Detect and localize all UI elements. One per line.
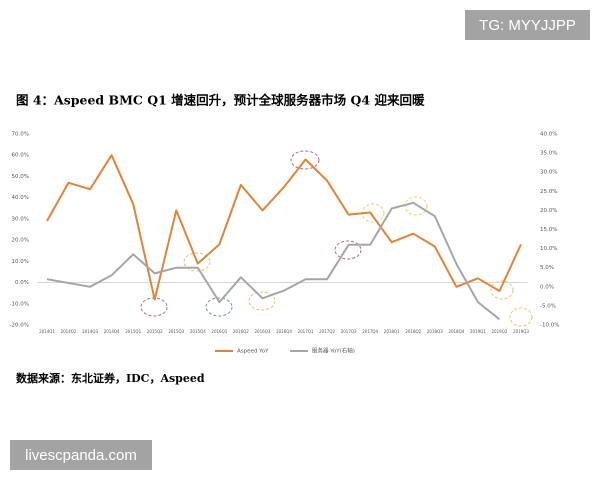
x-tick-label: 2016Q2 [233,329,249,334]
y-tick-label: -10.0% [10,301,29,307]
y-tick-label: -20.0% [10,323,29,329]
y-tick-label: 50.0% [12,174,29,180]
x-tick-label: 2014Q1 [39,329,55,334]
watermark: TG: MYYJJPP [465,10,590,40]
y2-tick-label: 30.0% [540,170,557,176]
x-tick-label: 2019Q2 [492,329,508,334]
circle [509,307,533,327]
x-tick-label: 2014Q4 [104,329,120,334]
watermark: livescpanda.com [10,440,152,470]
legend-label: 服务器 YoY(右轴) [312,347,355,355]
x-tick-label: 2015Q3 [168,329,184,334]
chart-title: 图 4：Aspeed BMC Q1 增速回升，预计全球服务器市场 Q4 迎来回暖 [16,93,425,108]
y-tick-label: 60.0% [12,153,29,159]
y-tick-label: 70.0% [12,132,29,138]
y2-tick-label: 40.0% [540,132,557,138]
y-tick-label: 0.0% [15,280,29,286]
circle [334,240,362,260]
circle [490,280,514,300]
y-tick-label: 30.0% [12,216,29,222]
x-tick-label: 2018Q4 [448,329,464,334]
circle [140,297,168,317]
y2-tick-label: -10.0% [540,323,559,329]
series-line [46,154,522,301]
y2-tick-label: 5.0% [540,265,554,271]
x-tick-label: 2015Q1 [125,329,141,334]
x-tick-label: 2017Q2 [319,329,335,334]
x-tick-label: 2018Q2 [405,329,421,334]
highlight-circles [140,150,533,327]
y2-tick-label: 0.0% [540,284,554,290]
y2-tick-label: 15.0% [540,227,557,233]
x-tick-label: 2017Q4 [362,329,378,334]
circle [404,196,428,216]
x-tick-label: 2016Q1 [211,329,227,334]
circle [205,297,233,317]
y2-tick-label: 10.0% [540,246,557,252]
x-tick-label: 2014Q3 [82,329,98,334]
y2-tick-label: 25.0% [540,189,557,195]
x-tick-label: 2014Q2 [61,329,77,334]
circle [248,291,276,311]
x-tick-label: 2018Q3 [427,329,443,334]
x-tick-label: 2019Q3 [513,329,529,334]
x-tick-label: 2015Q2 [147,329,163,334]
x-tick-label: 2016Q3 [255,329,271,334]
x-tick-label: 2016Q4 [276,329,292,334]
y-tick-label: 10.0% [12,259,29,265]
x-tick-label: 2015Q4 [190,329,206,334]
source: 数据来源：东北证券，IDC，Aspeed [16,371,205,385]
y-tick-label: 20.0% [12,238,29,244]
y2-tick-label: -5.0% [540,303,556,309]
x-tick-label: 2019Q1 [470,329,486,334]
y2-tick-label: 35.0% [540,151,557,157]
y2-tick-label: 20.0% [540,208,557,214]
y-tick-label: 40.0% [12,195,29,201]
x-tick-label: 2017Q1 [298,329,314,334]
circle [183,252,211,272]
x-tick-label: 2017Q3 [341,329,357,334]
legend-label: Aspeed YoY [237,349,269,355]
series-line [46,201,501,321]
x-tick-label: 2018Q1 [384,329,400,334]
circle [290,150,320,170]
